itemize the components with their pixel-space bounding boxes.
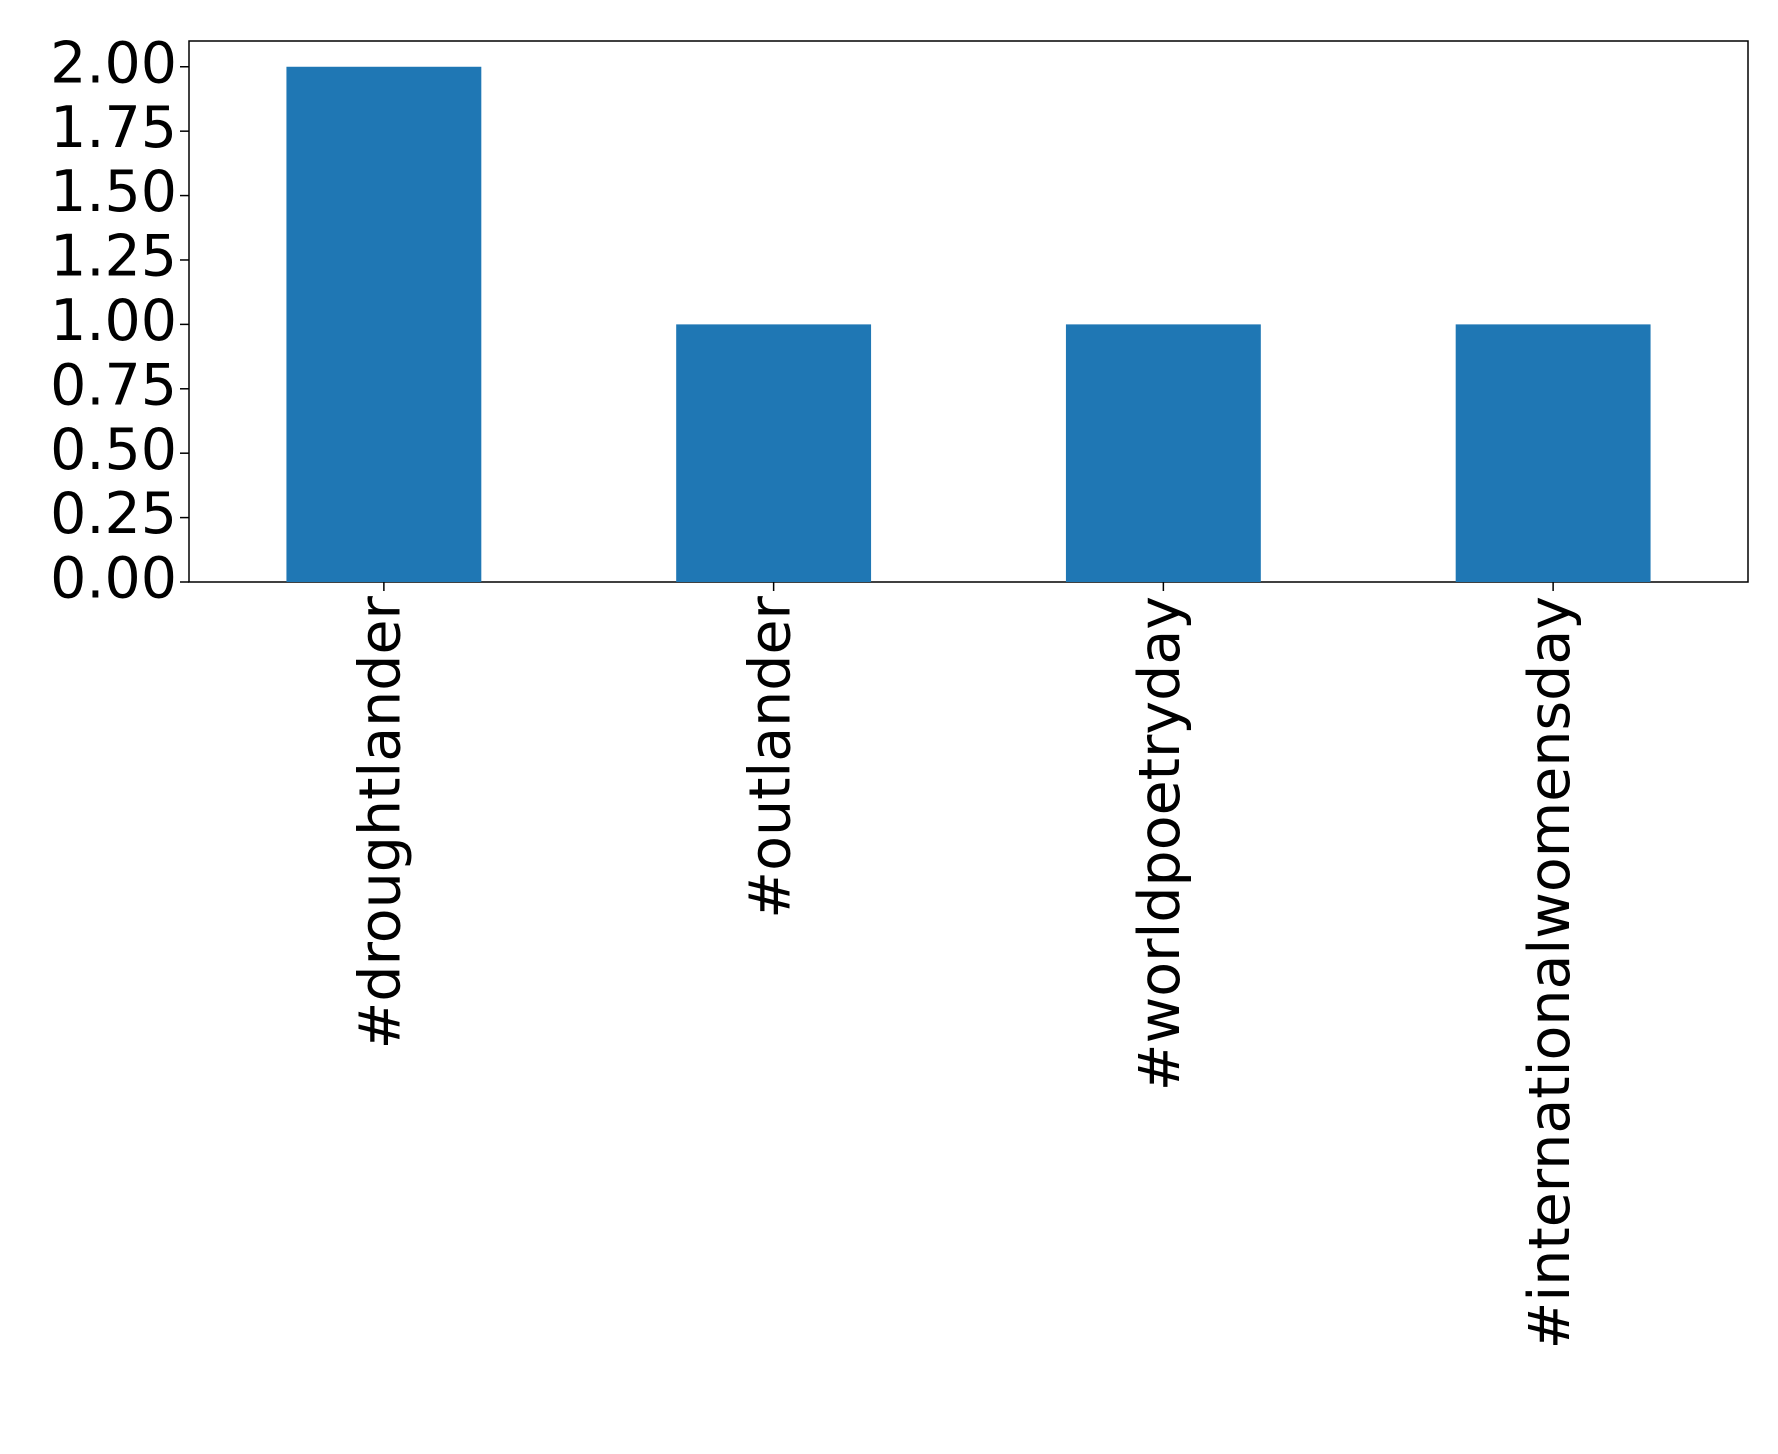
x-tick-label: #droughtlander (348, 595, 414, 1049)
y-tick-label: 0.75 (50, 352, 177, 418)
y-tick-label: 1.75 (50, 95, 177, 161)
y-tick-label: 1.50 (50, 159, 177, 225)
y-tick-label: 0.25 (50, 481, 177, 547)
y-tick-label: 0.00 (50, 546, 177, 612)
x-tick-label: #worldpoetryday (1127, 596, 1193, 1091)
bar (286, 66, 482, 582)
y-tick-label: 0.50 (50, 417, 177, 483)
x-tick-label: #outlander (737, 595, 803, 918)
bar (1455, 324, 1651, 582)
y-tick-label: 1.00 (50, 288, 177, 354)
bar (1065, 324, 1261, 582)
plot-frame (188, 40, 1749, 583)
x-tick-label: #internationalwomensday (1517, 596, 1583, 1349)
y-tick-label: 1.25 (50, 224, 177, 290)
bar (676, 324, 872, 582)
y-tick-label: 2.00 (50, 30, 177, 96)
